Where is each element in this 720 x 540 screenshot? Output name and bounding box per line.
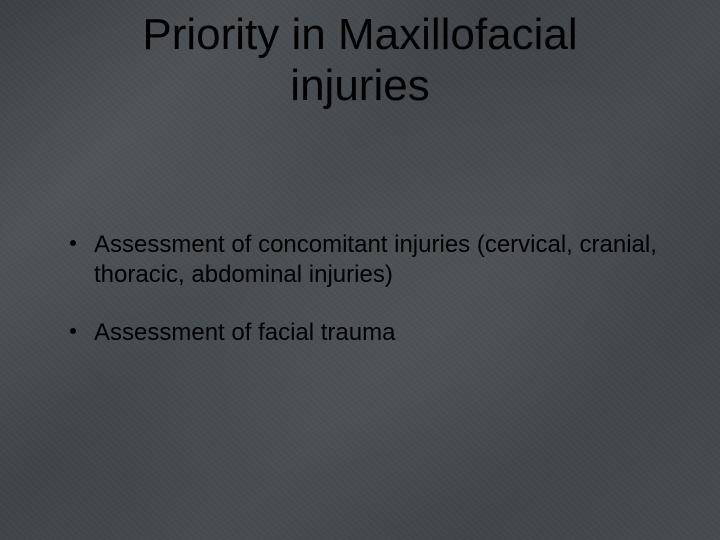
list-item: Assessment of concomitant injuries (cerv… (70, 230, 660, 290)
slide: Priority in Maxillofacial injuries Asses… (0, 0, 720, 540)
slide-title: Priority in Maxillofacial injuries (0, 10, 720, 111)
list-item: Assessment of facial trauma (70, 318, 660, 348)
bullet-text: Assessment of facial trauma (94, 318, 660, 348)
bullet-icon (70, 328, 76, 334)
bullet-text: Assessment of concomitant injuries (cerv… (94, 230, 660, 290)
title-line-2: injuries (290, 61, 429, 110)
bullet-list: Assessment of concomitant injuries (cerv… (70, 230, 660, 376)
title-line-1: Priority in Maxillofacial (142, 10, 577, 59)
bullet-icon (70, 240, 76, 246)
